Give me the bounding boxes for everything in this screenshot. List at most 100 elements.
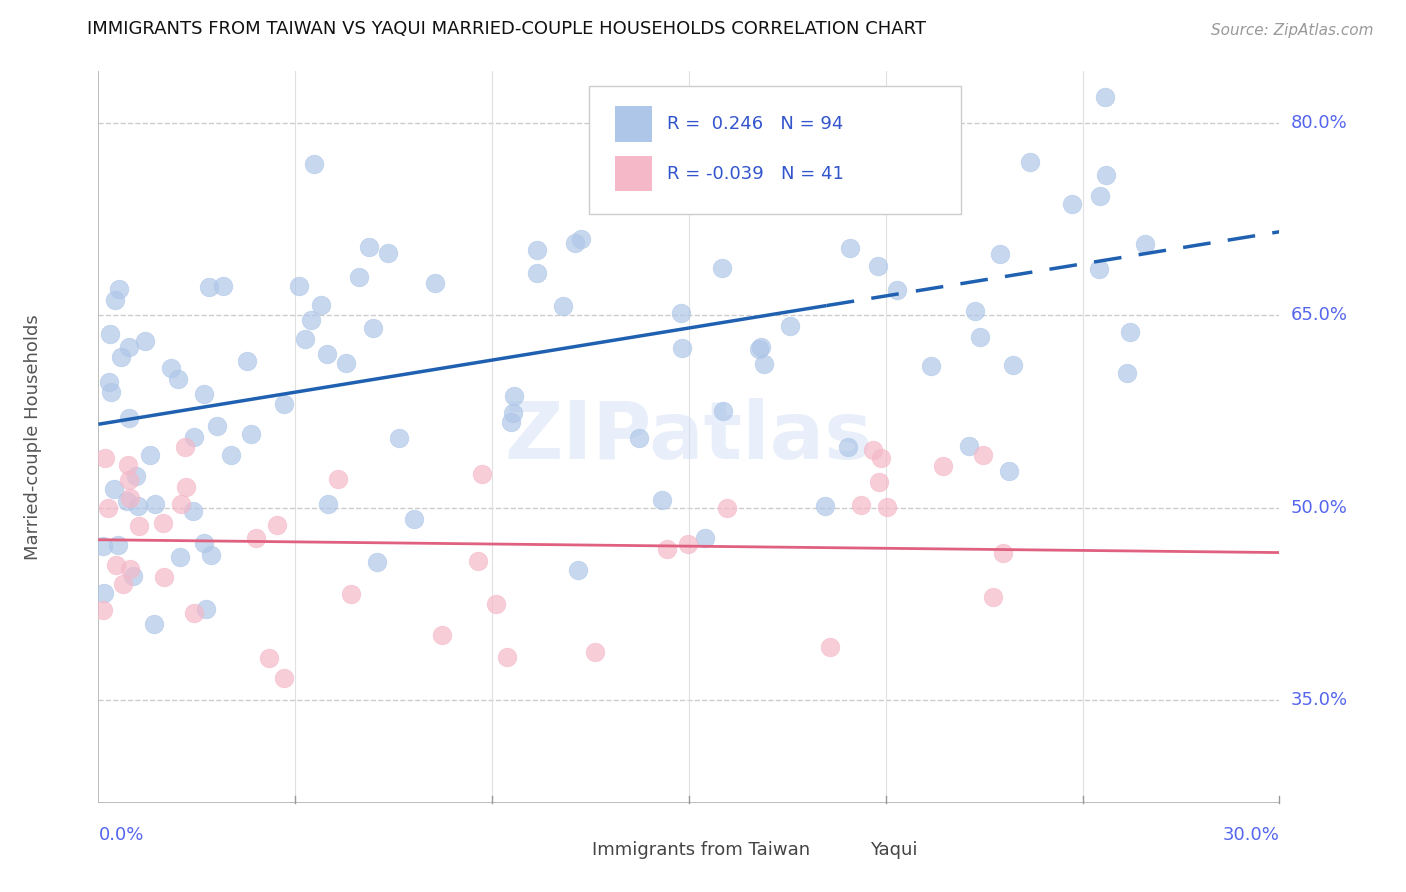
Point [328, 471, 350, 485]
Point [1094, 90, 1116, 104]
Point [957, 439, 980, 453]
Point [485, 597, 508, 611]
Point [125, 469, 148, 483]
Point [553, 300, 575, 314]
Point [134, 334, 156, 348]
Point [814, 499, 837, 513]
Point [388, 431, 411, 445]
Point [198, 280, 221, 294]
Point [361, 320, 384, 334]
Point [377, 246, 399, 260]
Point [166, 371, 188, 385]
Point [651, 492, 673, 507]
Point [969, 330, 991, 344]
Point [193, 535, 215, 549]
Point [695, 531, 717, 545]
Text: 50.0%: 50.0% [1291, 499, 1347, 516]
Point [316, 497, 339, 511]
FancyBboxPatch shape [614, 106, 652, 142]
Point [212, 278, 235, 293]
Point [294, 332, 316, 346]
Point [143, 497, 166, 511]
Point [194, 602, 217, 616]
Point [1095, 168, 1118, 182]
Point [118, 473, 141, 487]
Point [711, 261, 734, 276]
Point [273, 397, 295, 411]
Text: R = -0.039   N = 41: R = -0.039 N = 41 [666, 165, 844, 183]
Point [839, 242, 862, 256]
Point [122, 569, 145, 583]
Point [152, 516, 174, 531]
Point [564, 235, 586, 250]
Point [104, 558, 127, 572]
FancyBboxPatch shape [589, 86, 960, 214]
Point [100, 385, 122, 400]
Point [496, 649, 519, 664]
Point [965, 304, 987, 318]
Point [174, 440, 197, 454]
Point [869, 451, 891, 466]
Point [1060, 197, 1083, 211]
Point [993, 546, 1015, 560]
Point [972, 448, 994, 462]
Point [837, 440, 859, 454]
Point [569, 232, 592, 246]
Point [142, 616, 165, 631]
Point [366, 556, 388, 570]
Point [183, 430, 205, 444]
Point [335, 356, 357, 370]
Point [205, 419, 228, 434]
Text: Yaqui: Yaqui [870, 841, 917, 859]
Point [932, 459, 955, 474]
Point [153, 570, 176, 584]
Point [108, 282, 131, 296]
Point [309, 298, 332, 312]
Point [583, 645, 606, 659]
Point [920, 359, 942, 373]
Point [425, 277, 447, 291]
Point [886, 283, 908, 297]
Text: 35.0%: 35.0% [1291, 691, 1348, 709]
Point [193, 387, 215, 401]
Point [868, 475, 890, 490]
Point [501, 415, 523, 429]
Point [981, 590, 1004, 604]
Point [110, 350, 132, 364]
Point [302, 157, 325, 171]
Point [988, 247, 1011, 261]
Point [273, 672, 295, 686]
Point [117, 458, 139, 472]
Point [103, 482, 125, 496]
Point [471, 467, 494, 481]
FancyBboxPatch shape [837, 838, 862, 865]
Point [221, 448, 243, 462]
Point [98, 375, 121, 389]
Point [876, 500, 898, 515]
Point [402, 512, 425, 526]
Point [169, 549, 191, 564]
Point [93, 586, 115, 600]
Point [671, 341, 693, 355]
Point [107, 538, 129, 552]
Text: ZIPatlas: ZIPatlas [505, 398, 873, 476]
Point [818, 640, 841, 655]
Point [349, 269, 371, 284]
Text: R =  0.246   N = 94: R = 0.246 N = 94 [666, 115, 842, 133]
Point [862, 90, 884, 104]
Text: 80.0%: 80.0% [1291, 113, 1347, 132]
Point [1088, 262, 1111, 277]
Point [711, 403, 734, 417]
Point [430, 628, 453, 642]
Point [98, 326, 121, 341]
Point [128, 519, 150, 533]
Point [245, 531, 267, 545]
Text: 30.0%: 30.0% [1223, 826, 1279, 844]
Point [169, 497, 191, 511]
Point [716, 500, 738, 515]
Point [779, 318, 801, 333]
Point [118, 340, 141, 354]
Point [669, 306, 692, 320]
Point [749, 340, 772, 354]
Point [502, 406, 524, 420]
